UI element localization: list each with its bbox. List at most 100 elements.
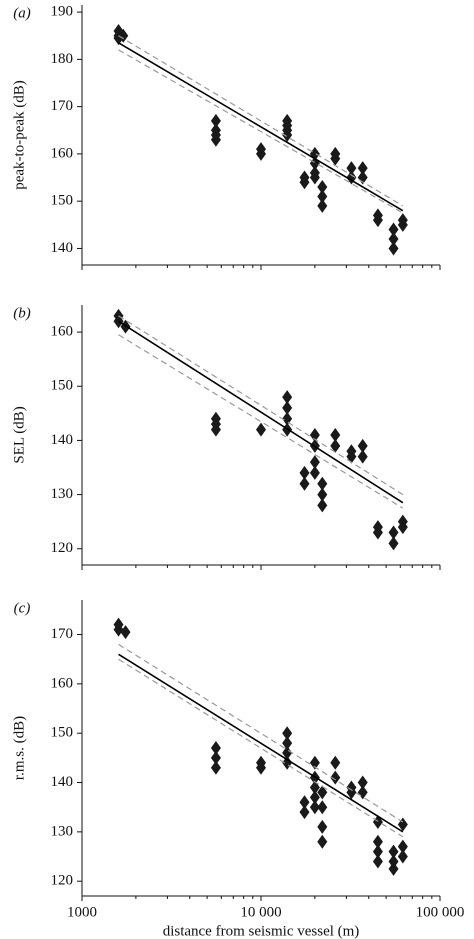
- point: [317, 785, 328, 800]
- confidence-line: [118, 49, 404, 214]
- point: [282, 411, 293, 426]
- point: [210, 750, 221, 765]
- point: [113, 622, 124, 637]
- point: [388, 232, 399, 246]
- point: [309, 800, 320, 815]
- point: [299, 175, 310, 190]
- axis-line: [81, 5, 440, 266]
- confidence-line: [118, 334, 404, 509]
- point: [309, 428, 320, 442]
- point: [317, 198, 328, 213]
- confidence-line: [118, 643, 404, 823]
- y-tick-label: 150: [51, 725, 74, 741]
- point: [357, 775, 368, 790]
- point: [397, 520, 408, 535]
- y-tick-label: 180: [51, 51, 74, 67]
- y-axis-label: SEL (dB): [11, 406, 27, 463]
- point: [372, 525, 383, 540]
- point: [372, 844, 383, 859]
- fit-line: [118, 653, 404, 833]
- point: [256, 422, 266, 437]
- point: [357, 449, 368, 464]
- point: [388, 536, 399, 551]
- x-tick-label: 100 000: [416, 904, 465, 920]
- point: [309, 465, 320, 480]
- confidence-line: [118, 315, 404, 496]
- point: [309, 790, 320, 805]
- point: [210, 760, 221, 775]
- point: [346, 161, 357, 176]
- point: [397, 849, 408, 864]
- point: [317, 189, 328, 204]
- point: [299, 805, 310, 820]
- point: [282, 726, 293, 741]
- x-tick-label: 1000: [67, 904, 97, 920]
- point: [317, 834, 328, 849]
- point: [317, 180, 328, 194]
- y-tick-label: 140: [51, 432, 74, 448]
- point: [282, 390, 293, 405]
- fit-line: [118, 42, 404, 212]
- point: [317, 476, 328, 491]
- y-tick-label: 120: [51, 873, 74, 889]
- point: [317, 800, 328, 815]
- point: [256, 146, 266, 161]
- point: [282, 400, 293, 415]
- y-tick-label: 130: [51, 486, 74, 502]
- y-tick-label: 130: [51, 823, 74, 839]
- point: [118, 28, 129, 43]
- y-tick-label: 160: [51, 145, 74, 161]
- point: [299, 476, 310, 491]
- point: [309, 455, 320, 470]
- axis-line: [81, 600, 440, 897]
- point: [357, 438, 368, 453]
- point: [113, 31, 124, 46]
- point: [388, 525, 399, 540]
- point: [210, 132, 221, 147]
- point: [397, 217, 408, 232]
- y-tick-label: 160: [51, 324, 74, 340]
- point: [282, 736, 293, 751]
- y-tick-label: 140: [51, 774, 74, 790]
- y-axis-label: r.m.s. (dB): [11, 716, 27, 780]
- point: [317, 498, 328, 513]
- confidence-line: [118, 658, 404, 838]
- confidence-line: [118, 35, 404, 207]
- y-tick-label: 150: [51, 193, 74, 209]
- panel-label: (b): [13, 305, 31, 321]
- y-tick-label: 170: [51, 626, 74, 642]
- fit-line: [118, 320, 404, 504]
- point: [388, 844, 399, 859]
- point: [372, 213, 383, 228]
- point: [388, 222, 399, 237]
- point: [357, 785, 368, 800]
- point: [210, 741, 221, 755]
- point: [388, 241, 399, 256]
- x-axis-label: distance from seismic vessel (m): [163, 923, 360, 939]
- point: [299, 795, 310, 810]
- y-tick-label: 160: [51, 675, 74, 691]
- point: [372, 834, 383, 849]
- point: [330, 151, 341, 166]
- point: [299, 465, 310, 480]
- point: [330, 755, 341, 770]
- point: [397, 839, 408, 854]
- point: [210, 422, 221, 437]
- point: [309, 170, 320, 185]
- point: [309, 755, 320, 770]
- point: [282, 128, 293, 142]
- point: [317, 487, 328, 502]
- y-tick-label: 190: [51, 4, 74, 20]
- point: [388, 854, 399, 869]
- point: [256, 760, 266, 775]
- point: [330, 438, 341, 453]
- y-tick-label: 170: [51, 98, 74, 114]
- point: [388, 861, 399, 876]
- point: [282, 745, 293, 760]
- y-tick-label: 120: [51, 540, 74, 556]
- point: [330, 770, 341, 785]
- y-axis-label: peak-to-peak (dB): [11, 80, 27, 190]
- point: [120, 625, 131, 640]
- x-tick-label: 10 000: [240, 904, 281, 920]
